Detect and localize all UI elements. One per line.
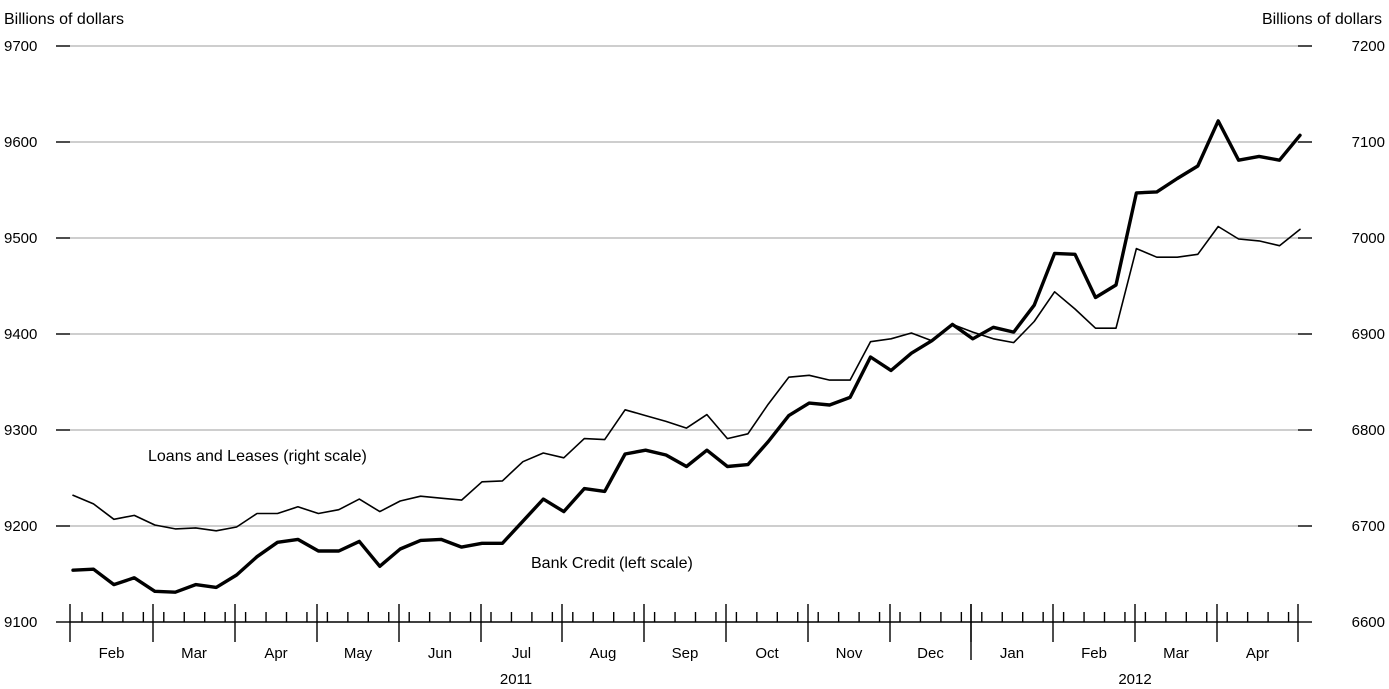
- series-lines: [71, 119, 1302, 594]
- month-label: Jun: [428, 645, 452, 662]
- left-tick-label: 9300: [4, 422, 37, 439]
- right-tick-label: 7100: [1352, 134, 1385, 151]
- month-label: May: [344, 645, 373, 662]
- axes: 9100 9200 9300 9400 9500 9600 9700 6600 6700 6800…: [4, 38, 1385, 631]
- series-line-loans-leases: [72, 225, 1301, 532]
- right-tick-label: 6700: [1352, 518, 1385, 535]
- left-tick-label: 9400: [4, 326, 37, 343]
- month-label: Mar: [1163, 645, 1189, 662]
- right-tick-label: 7000: [1352, 230, 1385, 247]
- right-tick-label: 6800: [1352, 422, 1385, 439]
- left-tick-label: 9200: [4, 518, 37, 535]
- right-tick-label: 6600: [1352, 614, 1385, 631]
- series-line-bank-credit: [71, 119, 1302, 594]
- month-label: Apr: [264, 645, 287, 662]
- x-axis: Feb Mar Apr May Jun Jul Aug Sep Oct Nov Dec Jan Feb M…: [69, 604, 1299, 688]
- month-label: Jan: [1000, 645, 1024, 662]
- month-label: Dec: [917, 645, 944, 662]
- month-label: Oct: [755, 645, 779, 662]
- year-label: 2011: [500, 671, 532, 688]
- right-tick-label: 7200: [1352, 38, 1385, 55]
- month-label: Aug: [590, 645, 617, 662]
- month-label: Mar: [181, 645, 207, 662]
- month-label: Apr: [1246, 645, 1269, 662]
- right-tick-label: 6900: [1352, 326, 1385, 343]
- month-label: Sep: [672, 645, 699, 662]
- year-label: 2012: [1118, 671, 1151, 688]
- series-label-loans: Loans and Leases (right scale): [148, 448, 367, 465]
- series-label-bank-credit: Bank Credit (left scale): [531, 555, 693, 572]
- right-axis-label: Billions of dollars: [1262, 11, 1382, 28]
- left-tick-label: 9600: [4, 134, 37, 151]
- left-axis-label: Billions of dollars: [4, 11, 124, 28]
- month-label: Feb: [99, 645, 125, 662]
- month-label: Jul: [512, 645, 531, 662]
- left-tick-label: 9500: [4, 230, 37, 247]
- left-tick-label: 9100: [4, 614, 37, 631]
- gridlines: [70, 45, 1298, 527]
- left-tick-label: 9700: [4, 38, 37, 55]
- month-label: Nov: [836, 645, 863, 662]
- month-label: Feb: [1081, 645, 1107, 662]
